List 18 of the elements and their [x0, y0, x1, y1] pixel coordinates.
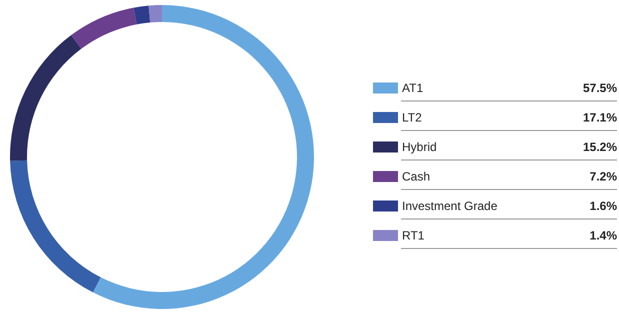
- donut-slice: [134, 6, 150, 24]
- donut-slice: [10, 160, 101, 292]
- data-label: 1.6%: [590, 199, 618, 213]
- data-label: 1.4%: [590, 228, 618, 242]
- legend-label: RT1: [402, 228, 425, 242]
- data-label: 57.5%: [582, 81, 618, 95]
- legend-label: Investment Grade: [402, 199, 498, 213]
- donut-slice: [10, 35, 82, 161]
- data-label: 7.2%: [590, 170, 618, 184]
- donut-slice: [92, 5, 314, 309]
- legend-label: Hybrid: [402, 140, 437, 154]
- data-label: 15.2%: [582, 140, 618, 154]
- donut-slice: [148, 5, 162, 23]
- donut-slice: [71, 8, 137, 49]
- data-label: 17.1%: [582, 110, 618, 124]
- legend-label: Cash: [402, 170, 430, 184]
- legend-label: AT1: [402, 81, 424, 95]
- legend-label: LT2: [402, 110, 422, 124]
